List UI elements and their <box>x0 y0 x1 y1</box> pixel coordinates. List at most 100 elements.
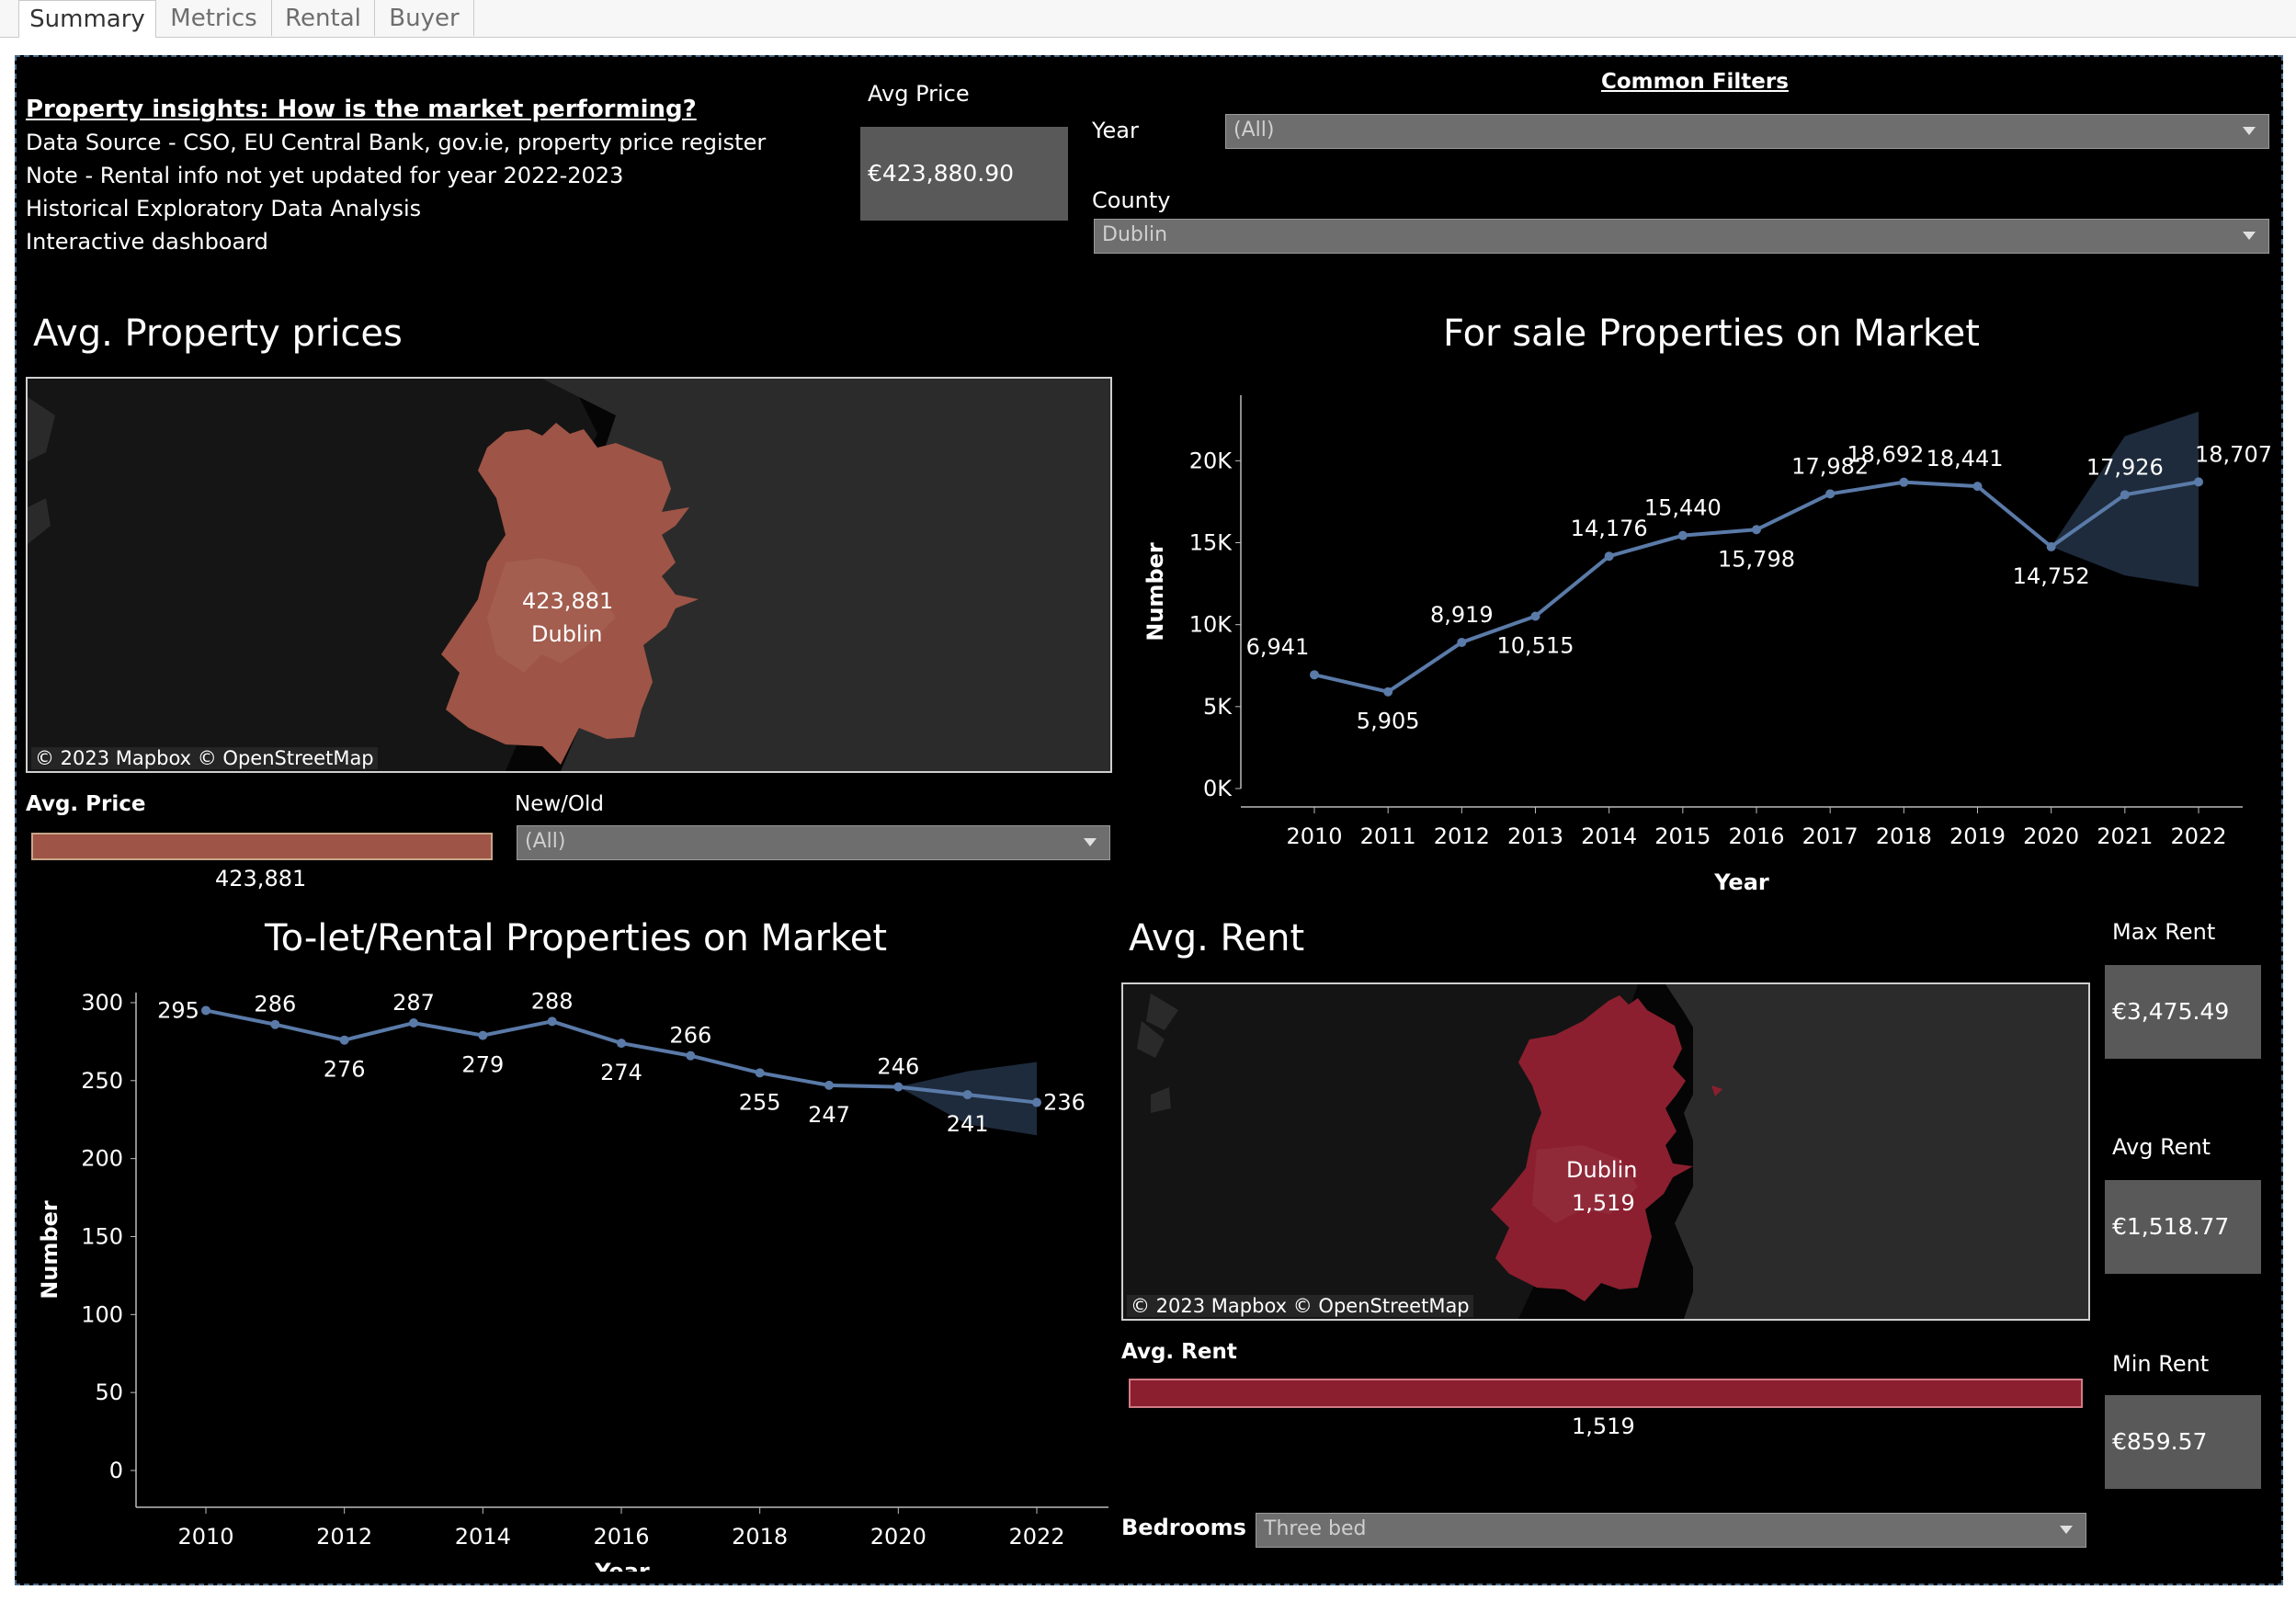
max-rent-kpi: €3,475.49 <box>2105 965 2261 1059</box>
data-point <box>478 1030 488 1040</box>
map-small-island <box>1711 1085 1722 1096</box>
rental-chart: 0 50 100 150 200 250 300 2010 2012 2014 2016 2018 20… <box>37 988 1108 1572</box>
data-point <box>617 1039 626 1049</box>
price-map-title: Avg. Property prices <box>33 312 403 355</box>
chevron-down-icon <box>1084 838 1097 846</box>
data-label: 8,919 <box>1430 602 1494 628</box>
rent-map-county-label: Dublin <box>1566 1157 1638 1183</box>
dublin-county-shape <box>1491 995 1693 1301</box>
bedrooms-filter-label: Bedrooms <box>1121 1515 1246 1540</box>
analysis-note: Historical Exploratory Data Analysis <box>26 196 422 221</box>
new-old-filter-label: New/Old <box>515 792 605 816</box>
county-filter-label: County <box>1092 187 1171 213</box>
data-label: 18,441 <box>1927 446 2004 471</box>
dublin-county-shape <box>441 423 699 765</box>
tab-summary[interactable]: Summary <box>18 0 156 38</box>
map-attribution[interactable]: © 2023 Mapbox © OpenStreetMap <box>1127 1295 1473 1317</box>
data-point <box>824 1080 834 1090</box>
x-tick-label: 2016 <box>1728 823 1784 849</box>
dashboard <box>15 55 2283 1585</box>
avg-price-kpi: €423,880.90 <box>860 127 1068 221</box>
year-filter-value: (All) <box>1233 119 1275 142</box>
bedrooms-filter-dropdown[interactable]: Three bed <box>1256 1513 2086 1548</box>
rent-map[interactable]: Dublin 1,519 © 2023 Mapbox © OpenStreetM… <box>1121 982 2090 1321</box>
tab-metrics[interactable]: Metrics <box>156 0 272 36</box>
price-map-canvas <box>28 379 1110 771</box>
data-label: 15,440 <box>1644 495 1722 521</box>
price-map-county-label: Dublin <box>531 621 603 647</box>
tab-bar: Summary Metrics Rental Buyer <box>0 0 2296 38</box>
x-tick-label: 2010 <box>1286 823 1342 849</box>
data-point <box>1604 551 1614 562</box>
data-source-note: Data Source - CSO, EU Central Bank, gov.… <box>26 130 767 155</box>
data-label: 279 <box>461 1052 504 1078</box>
map-land-east <box>542 379 1110 771</box>
rent-map-value-label: 1,519 <box>1572 1190 1635 1216</box>
max-rent-label: Max Rent <box>2112 919 2216 945</box>
y-tick-label: 150 <box>81 1223 123 1249</box>
map-shading <box>487 558 616 673</box>
data-point <box>201 1005 210 1016</box>
x-tick-label: 2011 <box>1360 823 1416 849</box>
x-axis-title: Year <box>1713 869 1769 891</box>
y-tick-label: 200 <box>81 1146 123 1172</box>
x-tick-label: 2012 <box>1434 823 1490 849</box>
data-point <box>339 1035 349 1045</box>
x-tick-label: 2012 <box>316 1524 372 1550</box>
year-filter-label: Year <box>1092 118 1139 143</box>
rent-map-canvas <box>1123 984 2088 1319</box>
y-axis-title: Number <box>1142 542 1168 642</box>
data-point <box>1752 525 1761 535</box>
x-tick-label: 2013 <box>1507 823 1563 849</box>
data-label: 14,176 <box>1571 516 1648 541</box>
x-tick-label: 2017 <box>1802 823 1858 849</box>
chevron-down-icon <box>2060 1526 2073 1534</box>
bedrooms-filter-value: Three bed <box>1264 1517 1367 1540</box>
data-label: 5,905 <box>1357 709 1420 734</box>
tab-buyer[interactable]: Buyer <box>375 0 474 36</box>
min-rent-kpi: €859.57 <box>2105 1395 2261 1489</box>
data-point <box>2194 477 2203 487</box>
x-tick-label: 2022 <box>2170 823 2226 849</box>
data-label: 15,798 <box>1718 546 1795 572</box>
map-land-east <box>1665 984 2088 1319</box>
dashboard-title: Property insights: How is the market per… <box>26 96 697 123</box>
data-point <box>1972 482 1983 492</box>
rental-note: Note - Rental info not yet updated for y… <box>26 163 624 188</box>
map-island <box>28 498 51 544</box>
county-filter-dropdown[interactable]: Dublin <box>1094 219 2269 254</box>
rental-chart-title: To-let/Rental Properties on Market <box>265 917 888 959</box>
data-point <box>1383 687 1393 697</box>
map-island <box>28 397 55 461</box>
price-legend-label: Avg. Price <box>26 792 146 816</box>
chevron-down-icon <box>2243 232 2256 240</box>
x-tick-label: 2020 <box>2023 823 2079 849</box>
x-tick-label: 2020 <box>870 1524 926 1550</box>
y-axis-title: Number <box>37 1200 63 1300</box>
rent-legend-value: 1,519 <box>1572 1414 1635 1439</box>
new-old-filter-dropdown[interactable]: (All) <box>517 825 1110 860</box>
price-legend-value: 423,881 <box>215 866 307 891</box>
avg-rent-label: Avg Rent <box>2112 1134 2211 1160</box>
data-label: 295 <box>157 997 199 1023</box>
map-island <box>1151 1087 1171 1113</box>
avg-price-label: Avg Price <box>868 81 970 107</box>
price-map-value-label: 423,881 <box>522 588 614 614</box>
map-attribution[interactable]: © 2023 Mapbox © OpenStreetMap <box>31 747 378 769</box>
data-point <box>547 1016 557 1027</box>
data-label: 236 <box>1043 1090 1085 1116</box>
data-label: 247 <box>808 1102 850 1128</box>
price-map[interactable]: 423,881 Dublin © 2023 Mapbox © OpenStree… <box>26 377 1112 773</box>
x-tick-label: 2022 <box>1008 1524 1064 1550</box>
year-filter-dropdown[interactable]: (All) <box>1225 114 2269 149</box>
data-point <box>2120 490 2130 500</box>
y-tick-label: 5K <box>1203 694 1233 720</box>
x-tick-label: 2018 <box>1876 823 1932 849</box>
y-tick-label: 10K <box>1189 612 1233 638</box>
rent-map-title: Avg. Rent <box>1129 917 1305 959</box>
tab-rental[interactable]: Rental <box>272 0 375 36</box>
x-tick-label: 2019 <box>1949 823 2006 849</box>
y-tick-label: 300 <box>81 990 123 1016</box>
data-point <box>409 1018 418 1028</box>
x-tick-label: 2014 <box>1581 823 1637 849</box>
